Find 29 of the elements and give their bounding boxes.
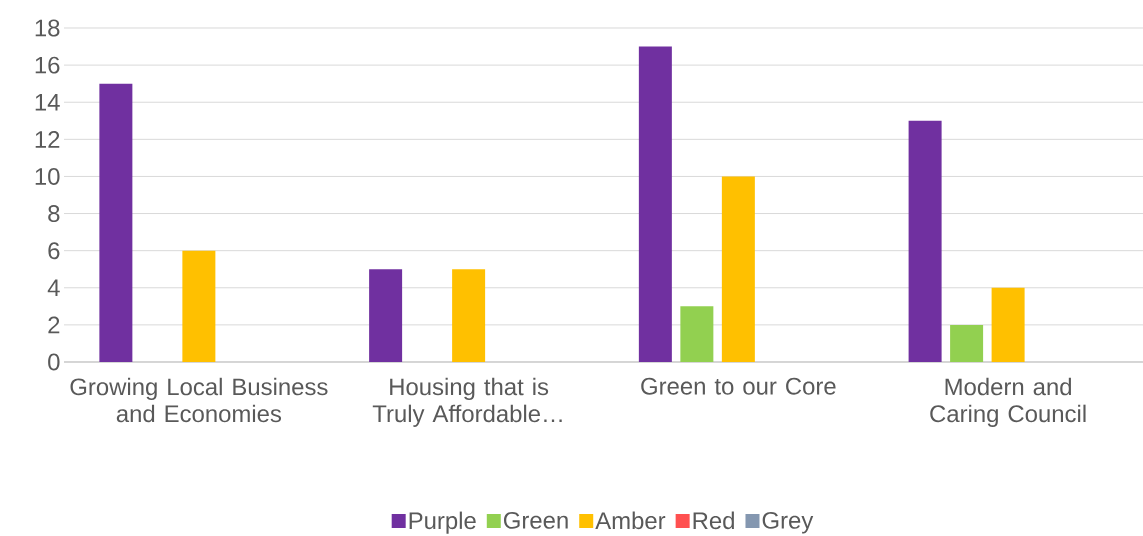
y-tick-label: 10 [35, 167, 60, 185]
legend-label: Grey [762, 511, 814, 534]
y-tick-label: 8 [48, 205, 60, 223]
x-tick-label: Housing that is Truly Affordable… [372, 377, 562, 427]
bar [99, 83, 133, 362]
bar [950, 324, 984, 362]
y-tick-label: 18 [35, 19, 60, 37]
legend-label: Amber [595, 511, 666, 530]
y-tick-label: 4 [47, 279, 60, 296]
y-tick-label: 0 [48, 353, 60, 371]
bar [721, 176, 755, 362]
y-tick-label: 6 [48, 242, 60, 260]
legend-label: Red [693, 511, 734, 530]
x-tick-label: Modern and Caring Council [930, 377, 1086, 427]
bar [680, 306, 714, 362]
y-tick-label: 12 [35, 130, 60, 148]
bar [452, 269, 486, 362]
legend-label: Green [503, 511, 568, 529]
bar [369, 269, 403, 362]
x-tick-label: Growing Local Business and Economies [70, 377, 328, 423]
legend-label: Purple [409, 511, 476, 534]
y-tick-label: 14 [35, 93, 60, 111]
bar [638, 46, 672, 362]
bar [991, 287, 1025, 362]
x-tick-label: Green to our Core [641, 377, 836, 395]
y-tick-label: 2 [48, 316, 60, 334]
y-tick-label: 16 [35, 56, 60, 74]
bar [182, 250, 216, 362]
bar [908, 120, 942, 362]
